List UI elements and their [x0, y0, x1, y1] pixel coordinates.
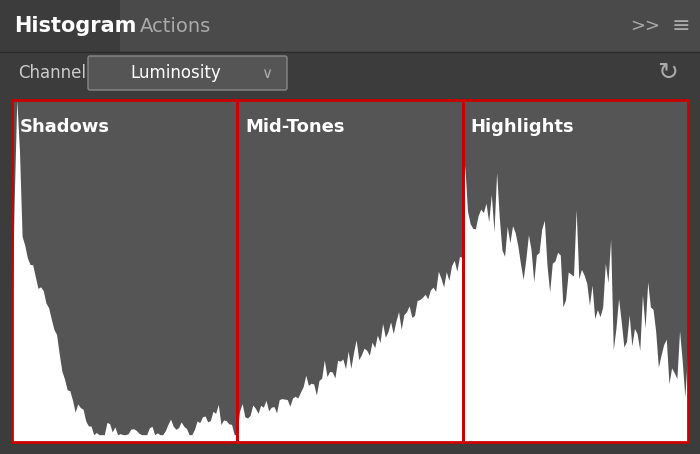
- Bar: [0, 0, 700, 52]
- Text: >>: >>: [630, 17, 660, 35]
- Bar: [0, 0, 120, 52]
- Text: Highlights: Highlights: [470, 118, 574, 136]
- Bar: [237, 100, 463, 442]
- Text: Shadows: Shadows: [20, 118, 110, 136]
- Text: ↻: ↻: [657, 61, 678, 85]
- Bar: [12, 100, 688, 442]
- FancyBboxPatch shape: [88, 56, 287, 90]
- Text: ≡: ≡: [672, 16, 691, 36]
- Text: Channel:: Channel:: [18, 64, 92, 82]
- Text: Actions: Actions: [140, 16, 211, 35]
- Text: Luminosity: Luminosity: [130, 64, 221, 82]
- Text: Histogram: Histogram: [14, 16, 136, 36]
- Bar: [463, 100, 688, 442]
- Text: Mid-Tones: Mid-Tones: [245, 118, 345, 136]
- Text: ∨: ∨: [261, 65, 272, 80]
- Polygon shape: [12, 100, 688, 442]
- Bar: [12, 100, 237, 442]
